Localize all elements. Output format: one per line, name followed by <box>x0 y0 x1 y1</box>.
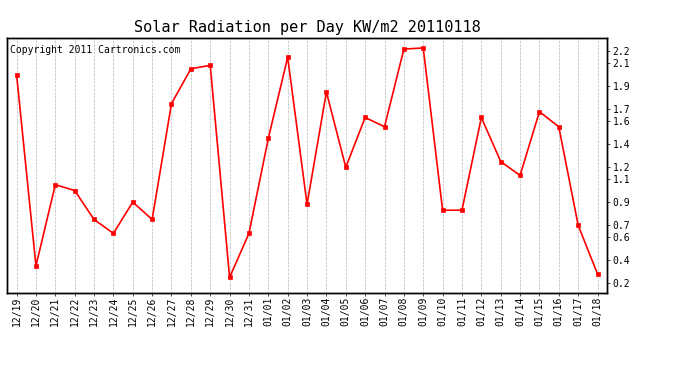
Title: Solar Radiation per Day KW/m2 20110118: Solar Radiation per Day KW/m2 20110118 <box>134 20 480 35</box>
Text: Copyright 2011 Cartronics.com: Copyright 2011 Cartronics.com <box>10 45 180 55</box>
